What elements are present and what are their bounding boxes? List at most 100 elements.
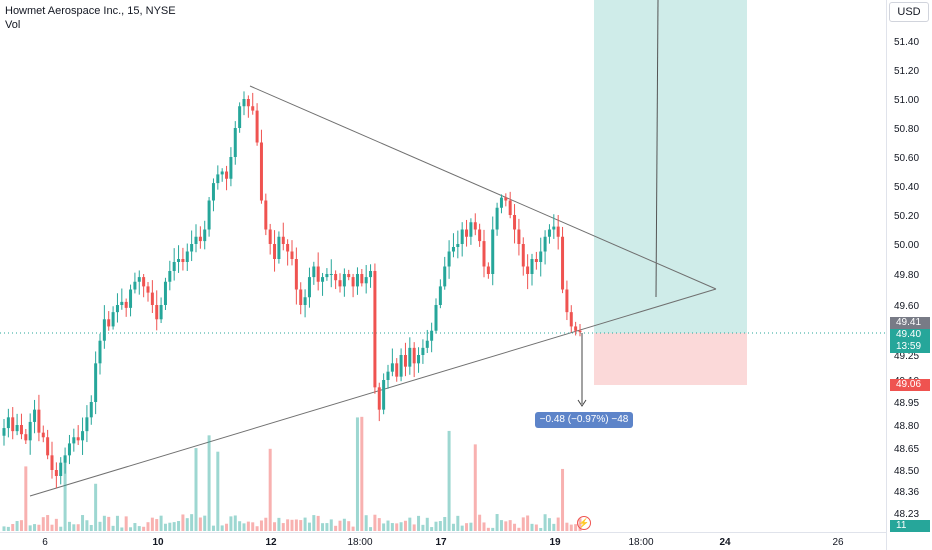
volume-bar <box>482 522 486 531</box>
lightning-icon[interactable]: ⚡ <box>577 516 591 530</box>
candle <box>465 219 469 247</box>
candle <box>565 280 569 321</box>
candle <box>111 306 115 330</box>
candle <box>482 229 486 278</box>
candle-body <box>63 455 67 463</box>
candle <box>194 224 198 253</box>
volume-bar <box>465 523 469 531</box>
volume-bar <box>334 525 338 531</box>
candle <box>120 288 124 310</box>
candle <box>561 226 565 294</box>
candle-body <box>460 229 464 244</box>
candle <box>521 237 525 276</box>
volume-bar <box>565 522 569 531</box>
candle-body <box>408 347 412 367</box>
volume-bar <box>251 522 255 531</box>
volume-bar <box>478 514 482 531</box>
candle <box>129 284 133 317</box>
candle-body <box>390 363 394 372</box>
candle-body <box>220 171 224 175</box>
candle <box>451 233 455 258</box>
candle-body <box>54 470 58 476</box>
volume-bar <box>142 526 146 531</box>
candle-body <box>504 197 508 201</box>
candle-body <box>233 128 237 157</box>
candle-body <box>6 417 10 429</box>
trendline-lower[interactable] <box>29 288 717 497</box>
candle <box>403 342 407 377</box>
volume-bar <box>133 523 137 531</box>
candle <box>547 224 551 244</box>
candle-body <box>11 417 15 432</box>
candle <box>377 382 381 422</box>
candle-body <box>290 251 294 259</box>
candle <box>316 252 320 291</box>
candle-body <box>46 437 50 456</box>
volume-bar <box>290 519 294 531</box>
candle <box>124 298 128 317</box>
candle <box>578 323 582 337</box>
volume-bar <box>37 524 41 531</box>
candle-body <box>386 371 390 380</box>
candle-body <box>207 200 211 230</box>
volume-bar <box>399 522 403 531</box>
time-tick-label: 17 <box>435 537 447 548</box>
candle-body <box>421 347 425 355</box>
volume-bar <box>303 517 307 531</box>
candle-body <box>355 274 359 287</box>
volume-bar <box>50 524 54 531</box>
candle <box>85 405 89 443</box>
candle-body <box>251 106 255 111</box>
candle <box>526 254 530 290</box>
volume-bar <box>369 527 373 531</box>
candle <box>294 247 298 305</box>
currency-selector[interactable]: USD <box>889 2 929 22</box>
candle-body <box>150 292 154 305</box>
volume-bar <box>190 514 194 531</box>
candle-body <box>438 286 442 305</box>
candle <box>133 272 137 294</box>
candle <box>137 270 141 295</box>
volume-bar <box>150 517 154 531</box>
candle <box>220 168 224 182</box>
candle <box>150 280 154 314</box>
candle <box>94 351 98 415</box>
volume-bar <box>373 514 377 531</box>
candle-body <box>229 157 233 179</box>
candle-body <box>316 266 320 282</box>
candle-body <box>478 229 482 242</box>
candle <box>530 253 534 286</box>
volume-bar <box>233 515 237 531</box>
trendline-upper[interactable] <box>249 85 717 290</box>
candle <box>76 425 80 446</box>
volume-bar <box>54 518 58 531</box>
candle <box>255 103 259 146</box>
volume-bar <box>120 527 124 531</box>
volume-bar <box>342 518 346 531</box>
candle-body <box>430 330 434 341</box>
candle <box>216 165 220 190</box>
candle-body <box>41 432 45 438</box>
candle-body <box>360 274 364 284</box>
candle <box>181 247 185 271</box>
candle <box>473 213 477 236</box>
bar-countdown: 13:59 <box>896 341 922 352</box>
time-tick-label: 24 <box>719 537 731 548</box>
volume-bar <box>469 522 473 531</box>
candle <box>417 347 421 373</box>
candle <box>98 333 102 375</box>
candle-body <box>325 274 329 278</box>
volume-bar <box>325 523 329 531</box>
candle-body <box>526 266 530 274</box>
volume-bar <box>539 527 543 531</box>
volume-bar <box>46 515 50 531</box>
volume-bar <box>220 525 224 531</box>
candle <box>163 277 167 310</box>
candle <box>351 273 355 298</box>
candle <box>72 428 76 452</box>
volume-bar <box>486 527 490 531</box>
volume-bar <box>102 515 106 531</box>
candle-body <box>382 380 386 410</box>
volume-bar <box>181 514 185 531</box>
